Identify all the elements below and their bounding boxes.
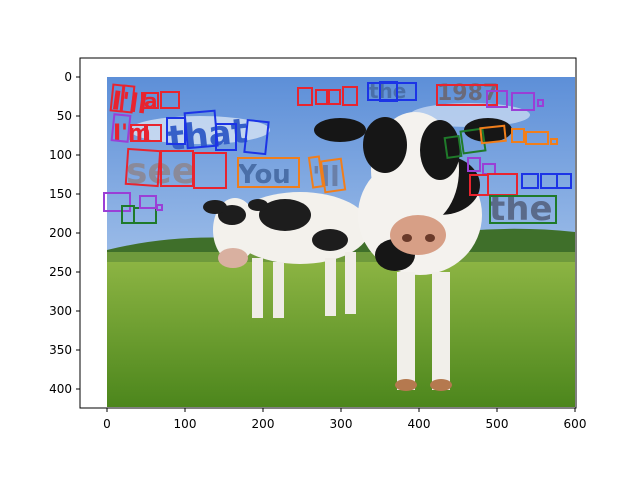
- cow-right: [314, 112, 512, 391]
- annotation-box: [110, 113, 132, 143]
- x-tick-label: 600: [564, 417, 587, 431]
- annotation-box: [109, 83, 125, 113]
- annotation-box: [521, 173, 539, 189]
- x-tick-label: 300: [330, 417, 353, 431]
- annotation-box: [511, 128, 525, 143]
- y-tick-label: 50: [57, 109, 72, 123]
- annotation-box: [511, 92, 535, 111]
- annotation-boxes: [103, 81, 572, 224]
- x-axis: 0 100 200 300 400 500 600: [103, 408, 586, 431]
- annotation-box: [379, 81, 398, 102]
- annotation-box: [120, 84, 136, 114]
- annotation-box: [459, 127, 487, 155]
- annotation-box: [342, 86, 358, 106]
- y-tick-label: 250: [49, 265, 72, 279]
- y-tick-label: 300: [49, 304, 72, 318]
- scene-word: You: [237, 160, 291, 190]
- y-axis: 0 50 100 150 200 250 300 350 400: [49, 70, 80, 396]
- annotation-box: [237, 157, 300, 188]
- annotation-box: [486, 90, 508, 108]
- photo: I'll a I'm that see You 'll the 1987 the: [107, 77, 575, 407]
- annotation-box: [479, 124, 507, 145]
- annotation-box: [297, 87, 313, 106]
- annotation-box: [103, 192, 131, 212]
- annotation-box: [139, 195, 157, 209]
- annotation-box: [146, 124, 162, 142]
- annotation-box: [193, 152, 227, 189]
- x-tick-label: 500: [486, 417, 509, 431]
- annotation-box: [436, 84, 498, 106]
- annotation-box: [130, 124, 146, 142]
- annotation-box: [141, 92, 159, 109]
- y-tick-label: 0: [64, 70, 72, 84]
- y-tick-label: 100: [49, 148, 72, 162]
- y-tick-label: 400: [49, 382, 72, 396]
- annotation-box: [319, 157, 347, 194]
- annotation-box: [443, 134, 463, 160]
- y-tick-label: 150: [49, 187, 72, 201]
- annotation-box: [315, 89, 328, 105]
- annotation-box: [307, 155, 325, 189]
- annotation-box: [556, 173, 572, 189]
- annotation-box: [467, 157, 481, 172]
- annotation-box: [525, 131, 549, 145]
- annotation-box: [537, 99, 544, 107]
- x-tick-label: 100: [174, 417, 197, 431]
- annotation-box: [166, 117, 186, 145]
- x-tick-label: 400: [408, 417, 431, 431]
- x-tick-label: 200: [252, 417, 275, 431]
- y-tick-label: 200: [49, 226, 72, 240]
- annotation-box: [124, 147, 162, 188]
- x-tick-label: 0: [103, 417, 111, 431]
- annotation-box: [243, 118, 270, 156]
- annotation-box: [215, 123, 237, 151]
- annotation-box: [550, 138, 558, 145]
- annotation-box: [160, 91, 180, 109]
- annotation-box: [156, 204, 163, 211]
- cow-left: [203, 192, 370, 318]
- annotation-box: [489, 195, 557, 224]
- annotation-box: [328, 89, 341, 105]
- y-tick-label: 350: [49, 343, 72, 357]
